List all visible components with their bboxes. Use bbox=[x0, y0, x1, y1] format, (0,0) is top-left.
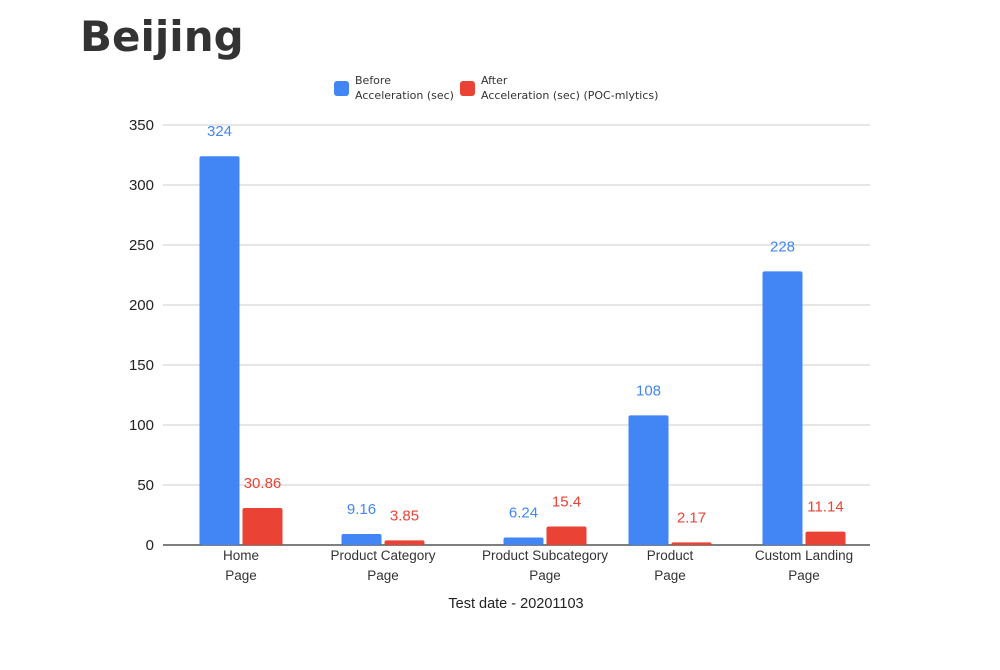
bar-before bbox=[341, 534, 382, 545]
x-tick-label: Home bbox=[223, 548, 259, 563]
y-tick-label: 50 bbox=[137, 477, 154, 494]
bar-before bbox=[762, 271, 803, 545]
bar-before bbox=[503, 537, 544, 545]
bar-after bbox=[805, 531, 846, 545]
page-title: Beijing bbox=[80, 12, 244, 61]
y-tick-label: 100 bbox=[129, 417, 154, 434]
x-tick-label: Page bbox=[367, 568, 399, 583]
legend-swatch-after bbox=[459, 81, 475, 96]
y-tick-label: 350 bbox=[129, 117, 154, 134]
data-label-before: 324 bbox=[207, 123, 232, 140]
bar-after bbox=[242, 507, 283, 545]
data-label-before: 228 bbox=[770, 238, 795, 255]
legend-item-before: Before Acceleration (sec) bbox=[334, 73, 454, 103]
x-axis-title: Test date - 20201103 bbox=[448, 596, 583, 612]
y-tick-label: 200 bbox=[129, 297, 154, 314]
legend-label-before-line-2: Acceleration (sec) bbox=[355, 89, 454, 102]
legend-item-after: After Acceleration (sec) (POC-mlytics) bbox=[459, 73, 658, 103]
y-tick-label: 150 bbox=[129, 357, 154, 374]
data-label-after: 2.17 bbox=[677, 509, 706, 526]
legend-swatch-before bbox=[334, 81, 349, 96]
x-tick-label: Product Category bbox=[330, 548, 435, 563]
bar-after bbox=[384, 540, 425, 545]
x-tick-label: Page bbox=[225, 568, 257, 583]
legend-label-after-line-1: After bbox=[480, 74, 508, 87]
bar-after bbox=[546, 526, 587, 545]
y-tick-label: 300 bbox=[129, 177, 154, 194]
y-tick-label: 250 bbox=[129, 237, 154, 254]
legend-label-after: After Acceleration (sec) (POC-mlytics) bbox=[481, 73, 658, 103]
bar-before bbox=[199, 156, 240, 545]
legend: Before Acceleration (sec) After Accelera… bbox=[334, 73, 658, 103]
y-tick-label: 0 bbox=[146, 537, 154, 554]
data-label-after: 30.86 bbox=[244, 475, 282, 492]
legend-label-before: Before Acceleration (sec) bbox=[355, 73, 454, 103]
x-tick-label: Product Subcategory bbox=[482, 548, 608, 563]
data-label-after: 3.85 bbox=[390, 507, 419, 524]
x-tick-label: Page bbox=[654, 568, 686, 583]
x-tick-label: Page bbox=[529, 568, 561, 583]
data-label-before: 6.24 bbox=[509, 505, 538, 522]
legend-label-after-line-2: Acceleration (sec) (POC-mlytics) bbox=[480, 89, 659, 102]
data-label-before: 108 bbox=[636, 382, 661, 399]
legend-label-before-line-1: Before bbox=[355, 74, 391, 87]
x-tick-label: Product bbox=[647, 548, 694, 563]
x-tick-label: Custom Landing bbox=[755, 548, 853, 563]
bar-after bbox=[671, 542, 712, 545]
x-tick-label: Page bbox=[788, 568, 820, 583]
bar-before bbox=[628, 415, 669, 545]
data-label-before: 9.16 bbox=[347, 501, 376, 518]
data-label-after: 15.4 bbox=[552, 494, 581, 511]
data-label-after: 11.14 bbox=[807, 499, 843, 516]
